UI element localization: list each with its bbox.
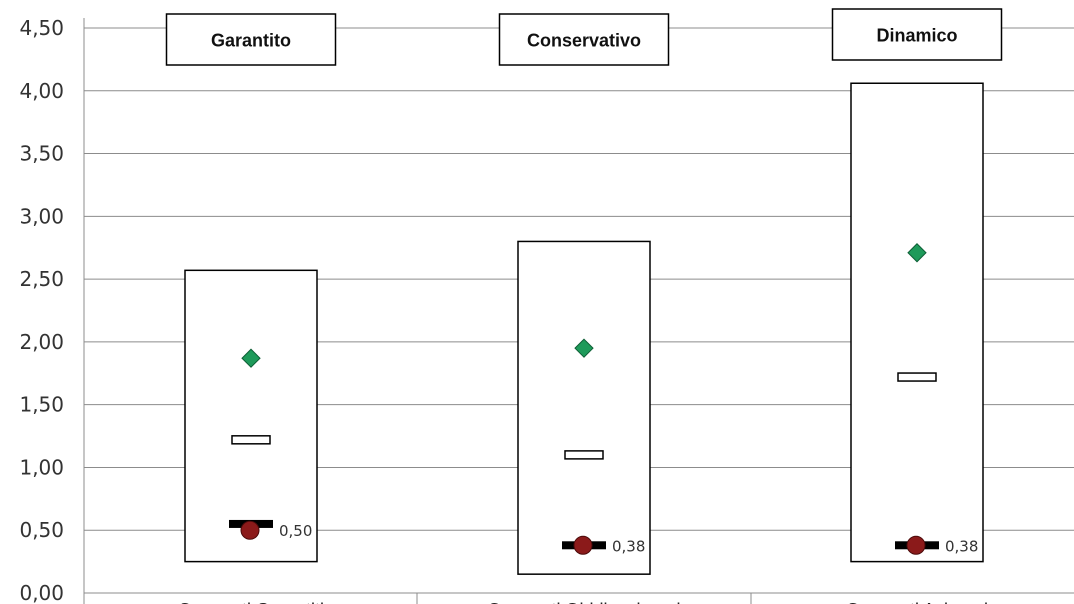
y-tick-label: 4,00 <box>19 79 64 103</box>
diamond-marker <box>241 348 261 368</box>
median-marker <box>564 450 604 460</box>
y-tick-label: 0,00 <box>19 581 64 604</box>
median-marker <box>231 435 271 445</box>
y-tick-label: 2,50 <box>19 267 64 291</box>
y-tick-label: 4,50 <box>19 16 64 40</box>
dot-value-label: 0,50 <box>279 522 312 540</box>
category-label: Comparti Azionari <box>846 600 988 604</box>
median-marker <box>897 372 937 382</box>
diamond-marker <box>574 338 594 358</box>
range-box <box>517 240 651 575</box>
panel-title: Garantito <box>211 31 291 51</box>
range-box <box>850 82 984 563</box>
panel-title-box <box>165 13 337 66</box>
dot-marker <box>240 520 260 540</box>
panel-title-box <box>831 8 1003 61</box>
panel-title: Conservativo <box>527 31 641 51</box>
y-tick-label: 1,00 <box>19 455 64 479</box>
panel-title: Dinamico <box>876 26 957 46</box>
category-label: Comparti Obbligazionari <box>487 600 680 604</box>
y-tick-label: 3,00 <box>19 204 64 228</box>
dot-marker <box>906 535 926 555</box>
dot-value-label: 0,38 <box>612 537 645 555</box>
dot-value-label: 0,38 <box>945 537 978 555</box>
category-label: Comparti Garantiti <box>178 600 324 604</box>
diamond-marker <box>907 243 927 263</box>
y-tick-label: 0,50 <box>19 518 64 542</box>
y-tick-label: 2,00 <box>19 330 64 354</box>
panel-title-box <box>498 13 670 66</box>
y-tick-label: 1,50 <box>19 393 64 417</box>
dot-marker <box>573 535 593 555</box>
y-tick-label: 3,50 <box>19 142 64 166</box>
range-box <box>184 269 318 563</box>
